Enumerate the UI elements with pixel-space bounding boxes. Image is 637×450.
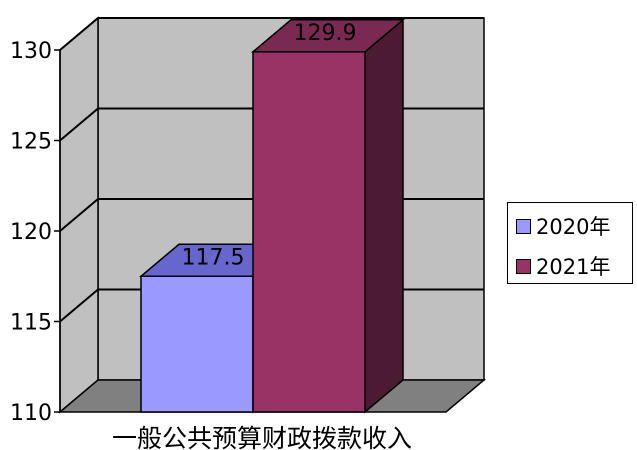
y-axis-tick-labels: 110 115 120 125 130 bbox=[10, 39, 52, 426]
x-category-label: 一般公共预算财政拨款收入 bbox=[112, 424, 412, 450]
y-tick-label: 130 bbox=[10, 39, 52, 64]
bar-2020-front bbox=[140, 275, 254, 413]
bar-2021 bbox=[250, 18, 406, 414]
data-label-2020年: 117.5 bbox=[182, 245, 245, 270]
data-labels: 117.5 129.9 bbox=[182, 21, 357, 270]
bar-2021-side bbox=[364, 18, 404, 414]
y-tick-label: 115 bbox=[10, 311, 52, 336]
legend-label-2020: 2020年 bbox=[536, 215, 611, 239]
legend: 2020年 2021年 bbox=[507, 202, 633, 284]
legend-item-2021: 2021年 bbox=[516, 251, 610, 281]
legend-swatch-2020 bbox=[516, 218, 531, 234]
legend-label-2021: 2021年 bbox=[536, 255, 611, 279]
y-tick-label: 110 bbox=[10, 401, 52, 426]
legend-item-2020: 2020年 bbox=[516, 211, 610, 241]
bars bbox=[138, 18, 406, 414]
gridline bbox=[59, 17, 484, 51]
y-tick-label: 125 bbox=[10, 130, 52, 155]
legend-swatch-2021 bbox=[516, 258, 531, 274]
bar-2021-front bbox=[252, 51, 366, 413]
data-label-2021年: 129.9 bbox=[294, 21, 357, 46]
y-tick-label: 120 bbox=[10, 220, 52, 245]
